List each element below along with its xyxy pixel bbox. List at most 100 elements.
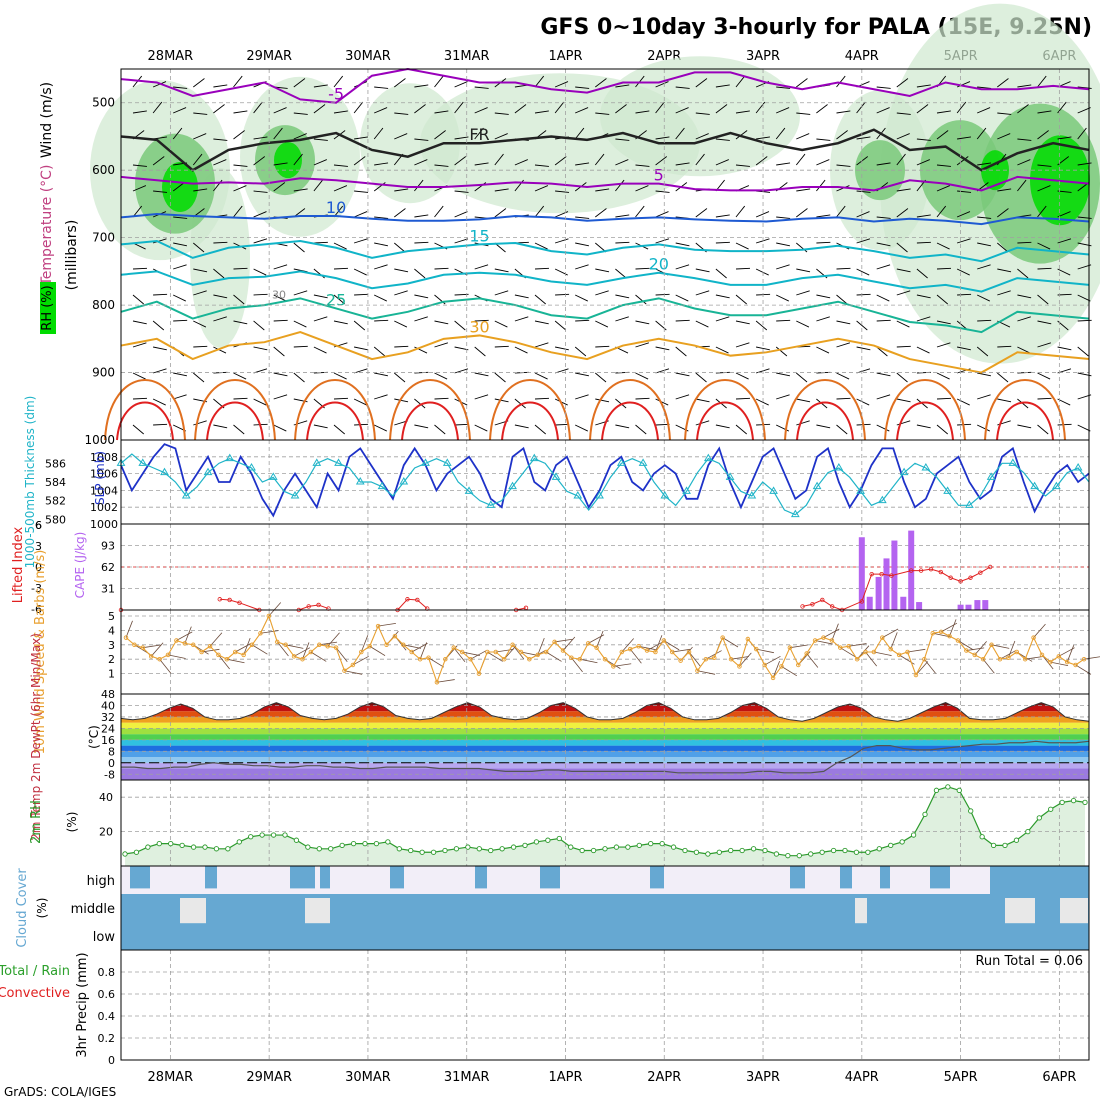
wind-barb	[615, 179, 625, 192]
rh2m-marker	[659, 840, 665, 847]
wind-barb	[534, 342, 549, 348]
cloud-mid-gap	[305, 898, 330, 924]
wind-speed-marker	[560, 648, 566, 653]
wind-barb	[876, 346, 888, 357]
wind-barb	[655, 211, 669, 218]
surface-wind-barb	[285, 644, 304, 649]
wind-barb	[796, 78, 808, 88]
wind-barb	[554, 238, 569, 244]
cape-bar	[974, 600, 981, 610]
temp-contour	[120, 175, 1090, 192]
surface-wind-barb	[638, 645, 657, 651]
wind-tick: 5	[108, 610, 115, 623]
temp-contour	[120, 270, 1090, 293]
precip-tick: 0.6	[98, 988, 116, 1001]
wind-barb	[976, 346, 989, 357]
surface-wind-barb	[1075, 664, 1092, 675]
wind-speed-marker	[384, 642, 389, 648]
surface-wind-barb	[705, 650, 722, 660]
wind-barb	[193, 78, 205, 88]
wind-barb	[353, 156, 366, 166]
ylabel-temp2m: 2m Temp 2m DewPt (6hr Min/Max)	[29, 633, 43, 841]
li-marker	[829, 604, 835, 609]
wind-barb	[595, 268, 610, 273]
temp-band	[121, 734, 1089, 740]
rh2m-marker	[488, 847, 494, 854]
ylabel-cloud-units: (%)	[35, 898, 49, 919]
thickness-marker	[1073, 463, 1083, 471]
surface-wind-barb	[268, 602, 282, 617]
wind-barb	[173, 107, 187, 114]
wind-barb	[333, 185, 348, 192]
wind-barb	[474, 319, 489, 322]
surface-wind-barb	[226, 658, 245, 664]
hot-core-contour	[501, 401, 559, 441]
wind-barb	[836, 110, 851, 114]
wind-speed-marker	[350, 662, 356, 668]
wind-barb	[574, 127, 585, 140]
cloud-high-cell	[540, 866, 560, 889]
wind-speed-marker	[476, 671, 482, 676]
surface-wind-barb	[831, 623, 839, 641]
rh2m-marker	[316, 846, 322, 852]
wind-barb	[494, 268, 509, 273]
warm-contour	[684, 379, 766, 441]
wind-barb	[173, 372, 188, 377]
wind-barb	[976, 127, 987, 140]
wind-barb	[233, 294, 245, 305]
thickness-marker	[703, 453, 713, 462]
wind-barb	[193, 268, 208, 273]
wind-barb	[735, 164, 750, 167]
rh2m-marker	[133, 849, 140, 855]
wind-barb	[575, 372, 590, 377]
warm-contour	[984, 379, 1066, 441]
rh2m-marker	[602, 846, 608, 852]
wind-barb	[776, 372, 791, 377]
li-marker	[237, 600, 242, 606]
li-tick: 0	[35, 561, 42, 574]
wind-barb	[233, 205, 243, 218]
wind-barb	[936, 320, 951, 325]
wind-barb	[153, 423, 168, 426]
wind-barb	[414, 424, 429, 429]
cape-bar	[957, 604, 964, 610]
date-label-top: 30MAR	[345, 49, 391, 64]
slp-line	[120, 443, 1090, 518]
wind-barb	[414, 84, 429, 88]
wind-barb	[796, 320, 810, 328]
wind-barb	[796, 398, 811, 403]
date-label-bottom: 30MAR	[345, 1070, 391, 1085]
wind-barb	[534, 294, 546, 305]
thickness-marker	[247, 463, 256, 471]
thickness-marker	[138, 458, 148, 466]
rh2m-marker	[842, 847, 848, 854]
surface-wind-barb	[789, 644, 808, 649]
wind-barb	[896, 372, 908, 383]
wind-speed-marker	[594, 645, 599, 650]
rh2m-marker	[533, 839, 540, 845]
surface-wind-barb	[722, 637, 739, 648]
wind-speed-marker	[913, 672, 919, 678]
surface-wind-barb	[596, 630, 604, 648]
wind-barb	[594, 153, 605, 166]
wind-barb	[1057, 238, 1072, 244]
precip-frame	[120, 949, 1090, 1061]
wind-barb	[836, 397, 851, 400]
wind-barb	[595, 112, 610, 115]
rh2m-marker	[122, 851, 128, 857]
temp-tick: 40	[101, 699, 115, 712]
wind-barb	[233, 372, 247, 380]
wind-barb	[554, 320, 567, 331]
wind-speed-marker	[922, 656, 927, 662]
warm-contour	[104, 379, 186, 441]
wind-barb	[374, 264, 388, 270]
wind-speed-marker	[1006, 655, 1011, 661]
wind-barb	[454, 320, 466, 331]
wind-speed-marker	[459, 649, 465, 655]
wind-barb	[353, 211, 368, 218]
wind-barb	[1077, 424, 1091, 432]
wind-barb	[253, 156, 266, 166]
wind-barb	[1037, 267, 1052, 270]
rh2m-marker	[716, 849, 722, 855]
ylabel-precip: 3hr Precip (mm)	[75, 952, 90, 1057]
